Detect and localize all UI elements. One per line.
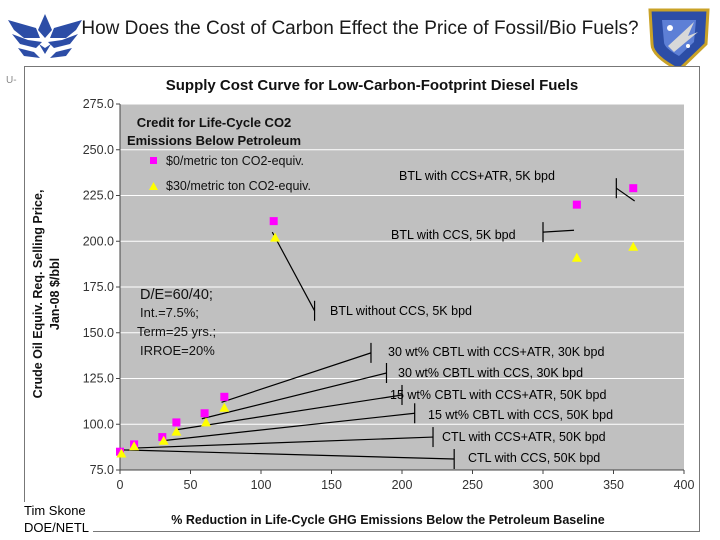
x-axis-label: % Reduction in Life-Cycle GHG Emissions …: [171, 513, 604, 527]
y-tick-label: 225.0: [83, 189, 114, 203]
annotation-label: 30 wt% CBTL with CCS, 30K bpd: [398, 366, 583, 380]
slide-title: How Does the Cost of Carbon Effect the P…: [81, 18, 639, 39]
annotation-leader: [134, 436, 434, 449]
legend-title-line-2: Emissions Below Petroleum: [127, 133, 301, 148]
y-tick-label: 250.0: [83, 143, 114, 157]
annotation-label: 15 wt% CBTL with CCS+ATR, 50K bpd: [390, 388, 606, 402]
annotation-labels: BTL with CCS+ATR, 5K bpd BTL with CCS, 5K…: [330, 169, 613, 465]
point-series-1: [270, 232, 281, 242]
annotation-label: 15 wt% CBTL with CCS, 50K bpd: [428, 408, 613, 422]
side-mark: U-: [6, 75, 17, 86]
annotation-leader: [542, 229, 575, 233]
annotation-label: CTL with CCS, 50K bpd: [468, 451, 600, 465]
tick-labels: 75.0 100.0 125.0 150.0 175.0 200.0 225.0 250.0 2…: [83, 97, 695, 492]
point-series-1: [219, 402, 230, 412]
x-tick-label: 150: [321, 478, 342, 492]
annotation-leader: [162, 412, 415, 442]
y-tick-label: 100.0: [83, 417, 114, 431]
x-tick-label: 400: [674, 478, 695, 492]
author-credit: Tim Skone DOE/NETL: [22, 502, 94, 536]
annotation-leader: [271, 231, 316, 312]
y-tick-label: 275.0: [83, 97, 114, 111]
annotation-label: 30 wt% CBTL with CCS+ATR, 30K bpd: [388, 345, 604, 359]
point-series-0: [220, 392, 229, 401]
point-series-1: [571, 252, 582, 262]
point-series-0: [172, 418, 181, 427]
annotation-leader: [121, 449, 455, 460]
x-tick-label: 100: [251, 478, 272, 492]
annotation-leader: [615, 187, 635, 202]
point-series-1: [116, 448, 127, 458]
y-tick-label: 175.0: [83, 280, 114, 294]
x-tick-label: 0: [117, 478, 124, 492]
assumption-3: IRROE=20%: [140, 343, 215, 358]
annotation-leader: [176, 394, 403, 431]
chart-title: Supply Cost Curve for Low-Carbon-Footpri…: [166, 77, 579, 94]
air-force-wings-logo-icon: [8, 14, 82, 58]
y-tick-label: 75.0: [90, 463, 114, 477]
point-series-1: [171, 426, 182, 436]
x-tick-label: 250: [462, 478, 483, 492]
legend-label-1: $30/metric ton CO2-equiv.: [166, 179, 311, 193]
annotation-label: CTL with CCS+ATR, 50K bpd: [442, 430, 606, 444]
point-series-1: [129, 441, 140, 451]
assumption-0: D/E=60/40;: [140, 287, 213, 303]
assumptions-note: D/E=60/40; Int.=7.5%; Term=25 yrs.; IRRO…: [137, 287, 216, 358]
y-tick-label: 200.0: [83, 234, 114, 248]
point-series-1: [628, 241, 639, 251]
y-tick-label: 150.0: [83, 326, 114, 340]
legend-marker-0: [150, 157, 157, 164]
point-series-1: [158, 435, 169, 445]
annotation-label: BTL with CCS+ATR, 5K bpd: [399, 169, 555, 183]
legend: Credit for Life-Cycle CO2 Emissions Belo…: [127, 115, 311, 193]
credit-name: Tim Skone: [24, 503, 86, 518]
assumption-1: Int.=7.5%;: [140, 305, 199, 320]
point-series-0: [158, 433, 167, 442]
point-series-1: [201, 417, 212, 427]
point-series-0: [269, 217, 278, 226]
point-series-0: [629, 184, 638, 193]
point-series-0: [572, 200, 581, 209]
assumption-2: Term=25 yrs.;: [137, 324, 216, 339]
legend-label-0: $0/metric ton CO2-equiv.: [166, 154, 304, 168]
annotation-leaders: [121, 178, 635, 470]
annotation-label: BTL with CCS, 5K bpd: [391, 228, 516, 242]
legend-title-line-1: Credit for Life-Cycle CO2: [137, 115, 292, 130]
annotation-leader: [221, 352, 372, 403]
x-tick-label: 350: [603, 478, 624, 492]
annotation-label: BTL without CCS, 5K bpd: [330, 304, 472, 318]
x-tick-label: 300: [533, 478, 554, 492]
supply-cost-chart: 75.0 100.0 125.0 150.0 175.0 200.0 225.0 250.0 2…: [31, 77, 695, 527]
annotation-leader: [201, 372, 387, 420]
y-axis-label-line-2: Jan-08 $/bbl: [48, 258, 62, 330]
x-tick-label: 50: [184, 478, 198, 492]
legend-marker-1: [149, 182, 158, 190]
y-axis-label-line-1: Crude Oil Equiv. Req. Selling Price,: [31, 190, 45, 399]
x-tick-label: 200: [392, 478, 413, 492]
credit-org: DOE/NETL: [24, 520, 90, 535]
data-points: [116, 184, 639, 458]
point-series-0: [200, 409, 209, 418]
y-tick-label: 125.0: [83, 372, 114, 386]
